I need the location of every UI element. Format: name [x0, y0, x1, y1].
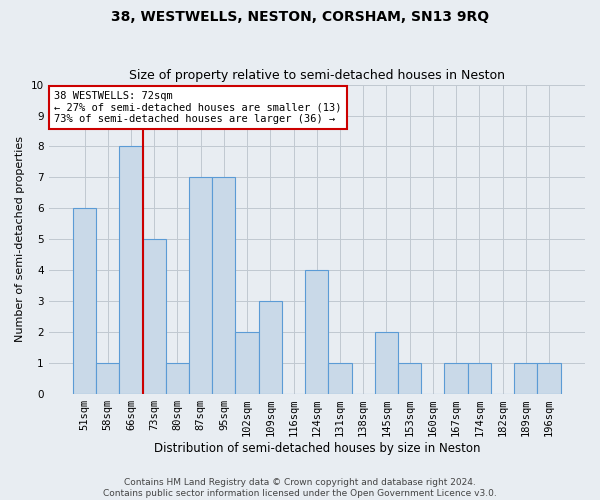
Bar	[235, 332, 259, 394]
Title: Size of property relative to semi-detached houses in Neston: Size of property relative to semi-detach…	[129, 69, 505, 82]
X-axis label: Distribution of semi-detached houses by size in Neston: Distribution of semi-detached houses by …	[154, 442, 480, 455]
Text: 38 WESTWELLS: 72sqm
← 27% of semi-detached houses are smaller (13)
73% of semi-d: 38 WESTWELLS: 72sqm ← 27% of semi-detach…	[54, 90, 341, 124]
Bar	[468, 363, 491, 394]
Bar	[538, 363, 560, 394]
Bar	[189, 178, 212, 394]
Y-axis label: Number of semi-detached properties: Number of semi-detached properties	[15, 136, 25, 342]
Bar	[96, 363, 119, 394]
Bar	[514, 363, 538, 394]
Bar	[305, 270, 328, 394]
Bar	[73, 208, 96, 394]
Bar	[259, 301, 282, 394]
Bar	[375, 332, 398, 394]
Bar	[328, 363, 352, 394]
Bar	[119, 146, 143, 394]
Bar	[212, 178, 235, 394]
Bar	[445, 363, 468, 394]
Text: Contains HM Land Registry data © Crown copyright and database right 2024.
Contai: Contains HM Land Registry data © Crown c…	[103, 478, 497, 498]
Bar	[166, 363, 189, 394]
Bar	[143, 240, 166, 394]
Text: 38, WESTWELLS, NESTON, CORSHAM, SN13 9RQ: 38, WESTWELLS, NESTON, CORSHAM, SN13 9RQ	[111, 10, 489, 24]
Bar	[398, 363, 421, 394]
